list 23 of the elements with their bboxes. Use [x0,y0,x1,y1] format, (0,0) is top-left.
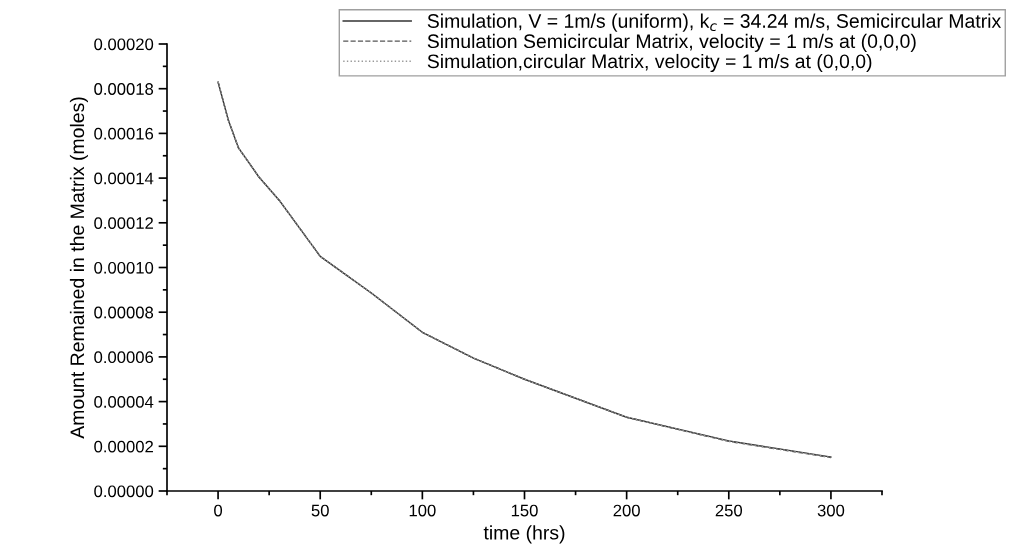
y-tick-label: 0.00006 [94,351,154,364]
legend-label: Simulation Semicircular Matrix, velocity = 1 m/s at (0,0,0) [427,33,916,52]
y-tick-label: 0.00010 [94,261,154,274]
x-tick-label: 250 [715,504,743,517]
legend-label: Simulation,circular Matrix, velocity = 1 m/s at (0,0,0) [427,53,872,73]
x-tick-label: 100 [409,504,436,517]
y-tick-label: 0.00020 [94,38,154,51]
x-tick-label: 0 [214,504,223,517]
y-tick-label: 0.00004 [94,396,154,408]
y-tick-label: 0.00012 [94,217,153,229]
x-tick-label: 200 [613,504,640,517]
y-tick-label: 0.00014 [94,172,154,185]
y-tick-label: 0.00018 [94,83,154,95]
x-tick-label: 300 [817,504,845,517]
legend-label: Simulation, V = 1m/s (uniform), k$_{c}$ = 34.24 m/s, Semicircular Matrix [427,13,1002,32]
y-tick-label: 0.00008 [94,306,154,319]
y-tick-label: 0.00016 [94,127,154,140]
x-tick-label: 150 [511,504,538,517]
y-axis-title: Amount Remained in the Matrix (moles) [69,97,88,439]
x-tick-label: 50 [311,504,329,517]
y-tick-label: 0.00002 [94,440,153,453]
y-tick-label: 0.00000 [94,485,154,498]
x-axis-title: time (hrs) [483,525,565,544]
